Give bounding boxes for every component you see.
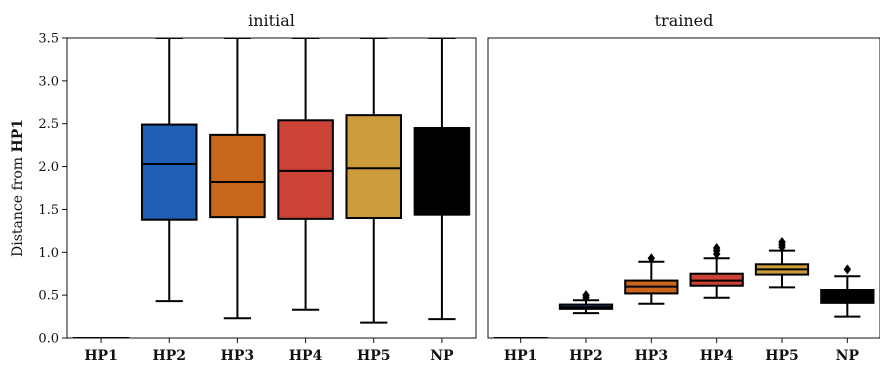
y-tick-label: 2.0 bbox=[38, 160, 59, 175]
x-tick-label: HP3 bbox=[635, 348, 669, 364]
box-hp5 bbox=[345, 38, 403, 324]
box-body bbox=[413, 127, 471, 216]
x-tick-label: HP4 bbox=[700, 348, 734, 364]
panel-initial: initial 0.0 0.5 1.0 1.5 2.0 2.5 3.0 3.5 Distance … bbox=[10, 11, 477, 364]
outlier-point bbox=[712, 243, 721, 253]
y-tick-label: 3.5 bbox=[38, 32, 59, 47]
y-axis-label: Distance from HP1 bbox=[10, 119, 26, 257]
box-hp4 bbox=[689, 243, 744, 299]
y-tick-label: 0.0 bbox=[38, 332, 59, 347]
y-tick-label: 2.5 bbox=[38, 117, 59, 132]
x-tick-label: HP5 bbox=[765, 348, 799, 364]
box-hp4 bbox=[277, 38, 334, 311]
box-hp3 bbox=[624, 253, 679, 305]
x-tick-label: HP2 bbox=[569, 348, 603, 364]
y-tick-label: 1.5 bbox=[38, 203, 59, 218]
x-tick-label: NP bbox=[430, 348, 454, 364]
box-hp5 bbox=[754, 237, 810, 289]
box-body bbox=[209, 133, 266, 219]
y-tick-label: 1.0 bbox=[38, 246, 59, 261]
outlier-point bbox=[778, 237, 786, 247]
panel-title: trained bbox=[655, 11, 714, 30]
y-axis-label-bold: HP1 bbox=[10, 119, 26, 153]
y-tick-label: 3.0 bbox=[38, 74, 59, 89]
x-tick-label: HP3 bbox=[221, 348, 255, 364]
y-axis-label-text: Distance from bbox=[10, 157, 26, 257]
box-hp2 bbox=[140, 38, 198, 303]
outlier-point bbox=[582, 290, 590, 301]
box-body bbox=[140, 123, 198, 221]
y-tick-label: 0.5 bbox=[38, 289, 59, 304]
outlier-point bbox=[843, 264, 852, 275]
x-tick-label: HP4 bbox=[289, 348, 323, 364]
box-np bbox=[413, 38, 471, 321]
panel-trained: trained HP1 HP2 HP3 HP4 HP5 NP bbox=[487, 11, 880, 364]
plot-area bbox=[493, 237, 875, 338]
box-hp3 bbox=[209, 38, 266, 320]
box-hp2 bbox=[558, 290, 614, 315]
x-tick-label: HP5 bbox=[357, 348, 391, 364]
x-tick-label: NP bbox=[836, 348, 860, 364]
box-body bbox=[345, 114, 403, 219]
box-body bbox=[820, 289, 875, 304]
x-tick-label: HP1 bbox=[504, 348, 538, 364]
x-tick-label: HP2 bbox=[153, 348, 187, 364]
box-body bbox=[277, 119, 334, 220]
box-np bbox=[820, 264, 875, 318]
outlier-point bbox=[647, 253, 656, 264]
axes-frame bbox=[66, 37, 477, 339]
axes-frame bbox=[487, 37, 880, 339]
plot-area bbox=[72, 38, 471, 338]
x-tick-label: HP1 bbox=[84, 348, 118, 364]
panel-title: initial bbox=[248, 11, 295, 30]
